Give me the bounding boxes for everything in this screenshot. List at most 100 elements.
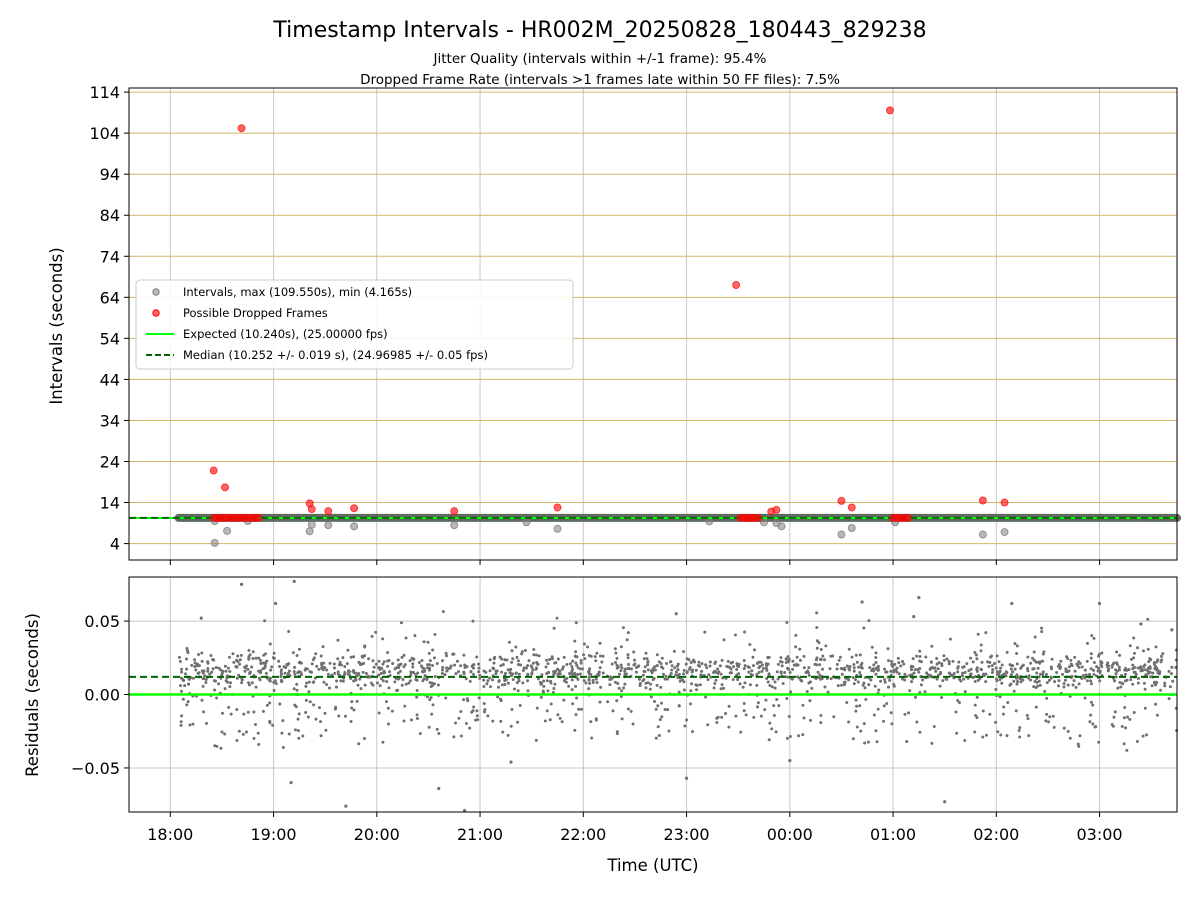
residual-point xyxy=(772,704,776,708)
residual-point xyxy=(613,660,617,664)
residual-point xyxy=(535,706,539,710)
residual-point xyxy=(801,703,805,707)
residual-point xyxy=(755,705,759,709)
residual-point xyxy=(1091,722,1095,726)
residual-point xyxy=(305,681,309,685)
residual-point xyxy=(209,653,213,657)
residual-point xyxy=(403,704,407,708)
residual-point xyxy=(874,729,878,733)
residual-point xyxy=(617,686,621,690)
residual-point xyxy=(870,668,874,672)
residual-point xyxy=(676,668,680,672)
residual-point xyxy=(179,720,183,724)
residual-point xyxy=(917,670,921,674)
residual-point xyxy=(770,685,774,689)
residual-point xyxy=(542,679,546,683)
residual-point xyxy=(336,638,340,642)
residual-point xyxy=(682,672,686,676)
residual-point xyxy=(979,667,983,671)
residual-point xyxy=(659,685,663,689)
residual-point xyxy=(742,701,746,705)
residual-point xyxy=(1143,668,1147,672)
dropped-frame-point xyxy=(553,503,562,512)
residual-point xyxy=(892,682,896,686)
residual-point xyxy=(821,654,825,658)
residual-point xyxy=(503,671,507,675)
residual-point xyxy=(945,657,949,661)
residual-point xyxy=(541,689,545,693)
residual-point xyxy=(773,686,777,690)
residual-point xyxy=(391,662,395,666)
residual-point xyxy=(556,657,560,661)
residual-point xyxy=(1115,661,1119,665)
residual-point xyxy=(496,685,500,689)
residual-point xyxy=(973,730,977,734)
residual-point xyxy=(587,678,591,682)
residual-point xyxy=(959,679,963,683)
residual-point xyxy=(190,663,194,667)
residual-point xyxy=(902,662,906,666)
residual-point xyxy=(971,676,975,680)
residual-point xyxy=(996,730,1000,734)
residual-point xyxy=(297,661,301,665)
residual-point xyxy=(274,601,278,606)
residual-point xyxy=(1153,680,1157,684)
legend-marker-intervals xyxy=(152,288,160,296)
residual-point xyxy=(214,665,218,669)
residual-point xyxy=(1146,647,1150,651)
residual-point xyxy=(1037,675,1041,679)
residual-point xyxy=(346,648,350,652)
residual-point xyxy=(574,655,578,659)
residual-point xyxy=(452,652,456,656)
residual-point xyxy=(1136,666,1140,670)
residual-point xyxy=(517,679,521,683)
residual-point xyxy=(785,620,789,624)
residual-point xyxy=(984,672,988,676)
residual-point xyxy=(336,672,340,676)
residual-point xyxy=(890,722,894,726)
residual-point xyxy=(338,660,342,664)
residual-point xyxy=(334,685,338,689)
residual-point xyxy=(289,781,293,785)
residual-point xyxy=(874,672,878,676)
residual-point xyxy=(211,658,215,662)
interval-point xyxy=(223,526,232,535)
residual-point xyxy=(942,654,946,658)
residual-point xyxy=(278,664,282,668)
residual-point xyxy=(912,615,916,619)
residual-point xyxy=(247,681,251,685)
residual-point xyxy=(231,652,235,656)
residual-point xyxy=(584,681,588,685)
residual-point xyxy=(319,654,323,658)
residual-point xyxy=(1110,665,1114,669)
residual-point xyxy=(599,685,603,689)
residual-point xyxy=(508,668,512,672)
residual-point xyxy=(776,662,780,666)
residual-point xyxy=(1123,705,1127,709)
residual-point xyxy=(351,669,355,673)
residual-point xyxy=(792,663,796,667)
residual-point xyxy=(932,725,936,729)
residual-point xyxy=(317,667,321,671)
residual-point xyxy=(361,670,365,674)
residual-point xyxy=(186,651,190,655)
residual-point xyxy=(610,662,614,666)
residual-point xyxy=(1120,681,1124,685)
residual-point xyxy=(897,672,901,676)
residual-point xyxy=(590,736,594,740)
residual-point xyxy=(885,702,889,706)
residual-point xyxy=(666,708,670,712)
residual-point xyxy=(656,725,660,729)
residual-point xyxy=(732,665,736,669)
residual-point xyxy=(359,687,363,691)
residual-point xyxy=(761,666,765,670)
residual-point xyxy=(347,670,351,674)
residual-point xyxy=(542,684,546,688)
residual-point xyxy=(478,676,482,680)
residual-point xyxy=(311,680,315,684)
dropped-frame-point xyxy=(254,513,263,522)
residual-point xyxy=(670,664,674,668)
chart-title: Timestamp Intervals - HR002M_20250828_18… xyxy=(272,18,926,43)
residual-point xyxy=(370,634,374,638)
residual-point xyxy=(768,721,772,725)
